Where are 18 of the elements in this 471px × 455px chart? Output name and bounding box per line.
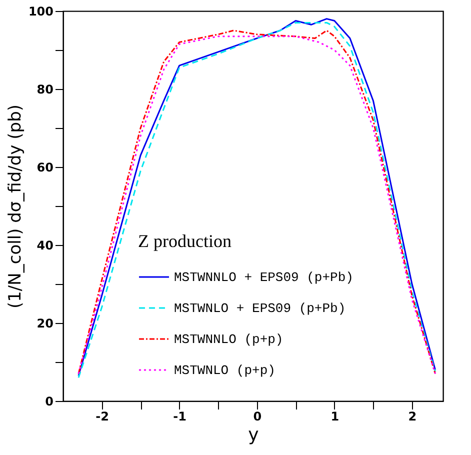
x-tick-label: -1	[173, 410, 186, 424]
y-tick-label: 0	[45, 394, 54, 408]
x-tick-label: 1	[330, 410, 340, 424]
y-tick-label: 40	[36, 238, 54, 252]
x-tick-label: 2	[408, 410, 417, 424]
x-tick-label: 0	[253, 410, 262, 424]
y-tick-label: 80	[36, 82, 54, 96]
legend-label: MSTWNLO + EPS09 (p+Pb)	[174, 301, 346, 316]
y-axis-title: (1/N_coll) dσ_fid/dy (pb)	[5, 104, 26, 309]
legend-label: MSTWNNLO + EPS09 (p+Pb)	[174, 270, 354, 285]
y-tick-label: 60	[36, 160, 54, 174]
legend-title: Z production	[138, 231, 232, 251]
x-tick-label: -2	[96, 410, 109, 424]
legend-label: MSTWNNLO (p+p)	[174, 332, 284, 347]
x-axis-title: y	[248, 424, 260, 446]
legend-label: MSTWNLO (p+p)	[174, 363, 276, 378]
y-tick-label: 100	[28, 4, 54, 18]
y-tick-label: 20	[36, 316, 54, 330]
